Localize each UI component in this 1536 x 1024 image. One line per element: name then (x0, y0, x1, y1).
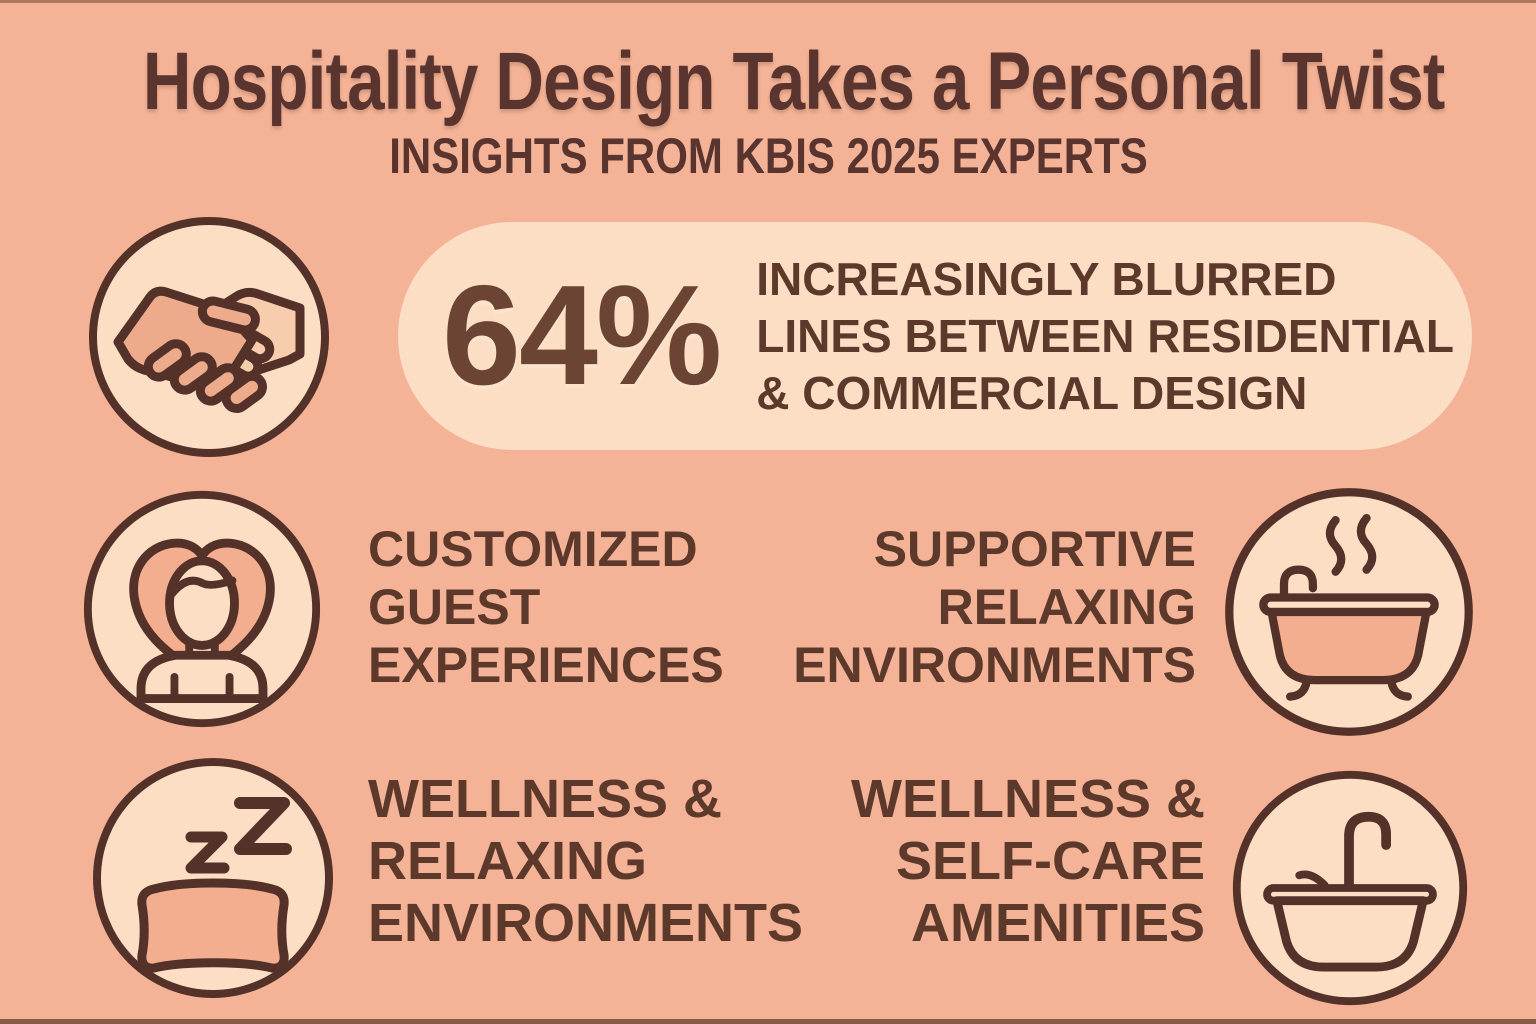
bathtub-steam-icon (1225, 488, 1473, 736)
section-line: SELF-CARE (896, 831, 1205, 891)
page-title: Hospitality Design Takes a Personal Twis… (142, 36, 1445, 127)
sink-faucet-icon (1232, 770, 1468, 1006)
section-line: WELLNESS & (850, 769, 1205, 829)
section-wellness-selfcare-amenities: WELLNESS & SELF-CARE AMENITIES (851, 768, 1205, 954)
section-line: RELAXING (937, 579, 1196, 635)
pillow-sleep-icon (93, 758, 333, 998)
section-supportive-relaxing-environments: SUPPORTIVE RELAXING ENVIRONMENTS (793, 520, 1196, 694)
bottom-edge-line (0, 1019, 1536, 1024)
page-subtitle: INSIGHTS FROM KBIS 2025 EXPERTS (388, 128, 1148, 184)
section-line: EXPERIENCES (368, 637, 724, 693)
stat-line: & COMMERCIAL DESIGN (756, 366, 1308, 419)
subheader: INSIGHTS FROM KBIS 2025 EXPERTS (0, 126, 1536, 186)
section-line: ENVIRONMENTS (368, 893, 804, 953)
stat-line: LINES BETWEEN RESIDENTIAL (756, 309, 1454, 362)
stat-value: 64% (442, 256, 722, 415)
section-line: ENVIRONMENTS (793, 637, 1196, 693)
stat-panel: 64% INCREASINGLY BLURRED LINES BETWEEN R… (398, 222, 1472, 450)
stat-text: INCREASINGLY BLURRED LINES BETWEEN RESID… (756, 251, 1454, 422)
header: Hospitality Design Takes a Personal Twis… (0, 36, 1536, 128)
section-line: CUSTOMIZED (368, 521, 698, 577)
top-edge-line (0, 0, 1536, 3)
stat-line: INCREASINGLY BLURRED (756, 252, 1337, 305)
section-line: WELLNESS & (368, 769, 723, 829)
section-customized-guest-experiences: CUSTOMIZED GUEST EXPERIENCES (368, 520, 724, 694)
section-line: AMENITIES (910, 893, 1205, 953)
section-line: GUEST (368, 579, 541, 635)
section-line: RELAXING (368, 831, 648, 891)
handshake-icon (89, 217, 329, 457)
person-heart-icon (83, 490, 321, 728)
section-wellness-relaxing-environments: WELLNESS & RELAXING ENVIRONMENTS (368, 768, 803, 954)
section-line: SUPPORTIVE (873, 521, 1196, 577)
